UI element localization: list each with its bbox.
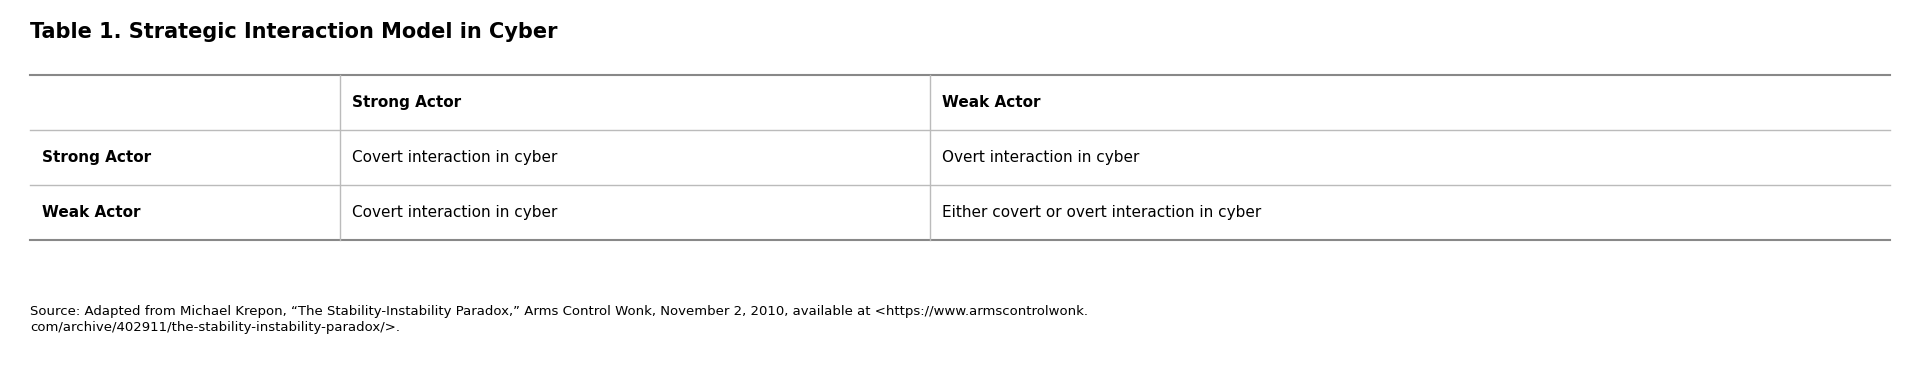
Text: Covert interaction in cyber: Covert interaction in cyber (351, 205, 557, 220)
Text: Overt interaction in cyber: Overt interaction in cyber (943, 150, 1139, 165)
Text: Strong Actor: Strong Actor (351, 95, 461, 110)
Text: Weak Actor: Weak Actor (943, 95, 1041, 110)
Text: Weak Actor: Weak Actor (42, 205, 140, 220)
Text: Covert interaction in cyber: Covert interaction in cyber (351, 150, 557, 165)
Text: com/archive/402911/the-stability-instability-paradox/>.: com/archive/402911/the-stability-instabi… (31, 321, 399, 334)
Text: Either covert or overt interaction in cyber: Either covert or overt interaction in cy… (943, 205, 1261, 220)
Text: Strong Actor: Strong Actor (42, 150, 152, 165)
Text: Table 1. Strategic Interaction Model in Cyber: Table 1. Strategic Interaction Model in … (31, 22, 557, 42)
Text: Source: Adapted from Michael Krepon, “The Stability-Instability Paradox,” Arms C: Source: Adapted from Michael Krepon, “Th… (31, 305, 1089, 318)
